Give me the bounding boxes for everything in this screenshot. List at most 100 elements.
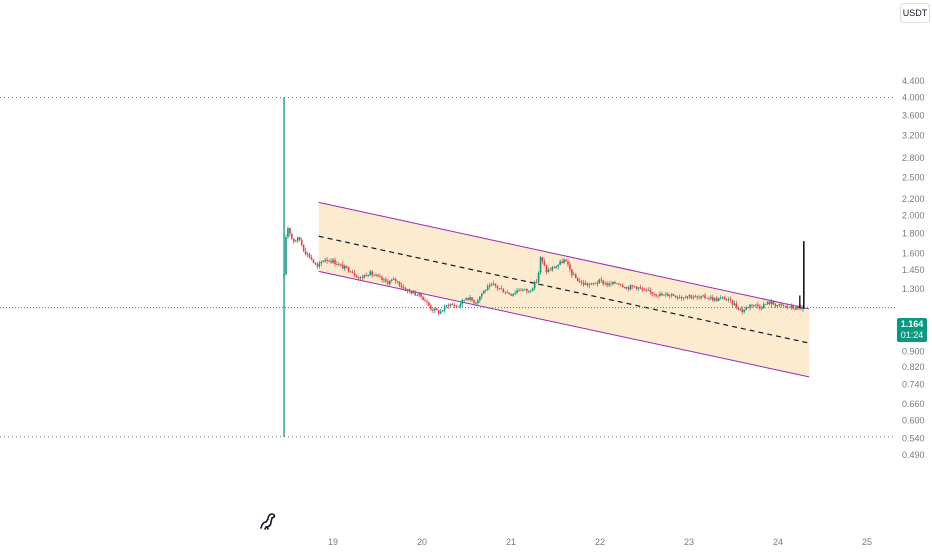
candle-body <box>432 309 434 311</box>
tradingview-dino-icon[interactable] <box>258 511 278 531</box>
candle-body <box>667 293 669 297</box>
candle-body <box>455 306 458 308</box>
candle-body <box>524 288 526 290</box>
x-tick-label: 25 <box>862 537 872 547</box>
candle-body <box>721 297 724 299</box>
price-axis: 4.400 4.000 3.600 3.200 2.800 2.500 2.200 2.000… <box>902 76 925 460</box>
candle-body <box>340 264 342 265</box>
candle-body <box>308 253 311 258</box>
candle-body <box>645 289 648 291</box>
candle-body <box>443 306 446 311</box>
candle-body <box>800 307 802 310</box>
candle-body <box>639 287 642 289</box>
candle-body <box>363 275 366 278</box>
candle-body <box>678 297 681 299</box>
candle-body <box>688 295 691 297</box>
candle-body <box>714 298 716 301</box>
candle-body <box>625 287 628 289</box>
candle-body <box>285 237 287 275</box>
candle-body <box>668 295 671 297</box>
candle-body <box>563 259 565 264</box>
candle-body <box>547 269 550 273</box>
candle-body <box>289 228 291 234</box>
candle-body <box>304 250 307 255</box>
candle-body <box>594 283 597 285</box>
candle-body <box>345 265 348 268</box>
candle-body <box>330 260 332 263</box>
candle-body <box>404 288 407 291</box>
candle-body <box>761 308 763 309</box>
candle-body <box>794 308 796 310</box>
candle-body <box>469 297 471 300</box>
candle-body <box>592 283 595 285</box>
time-axis: 19 20 21 22 23 24 25 <box>328 537 872 547</box>
candle-body <box>757 304 759 307</box>
candle-body <box>479 296 481 301</box>
candle-body <box>447 305 450 306</box>
candle-body <box>471 297 473 301</box>
y-tick-label: 2.200 <box>902 194 925 204</box>
candle-body <box>512 293 514 296</box>
horizontal-lines <box>0 96 896 438</box>
y-tick-label: 4.000 <box>902 92 925 102</box>
candle-body <box>545 265 548 273</box>
candle-body <box>441 310 444 312</box>
candle-body <box>528 290 530 292</box>
candle-body <box>373 275 375 276</box>
candle-body <box>792 305 794 309</box>
candle-body <box>686 296 689 299</box>
currency-label: USDT <box>902 8 928 18</box>
candle-body <box>565 259 567 262</box>
candle-body <box>657 295 659 297</box>
candle-body <box>739 309 742 310</box>
candle-body <box>798 306 800 308</box>
x-tick-label: 21 <box>506 537 516 547</box>
candle-body <box>676 297 679 298</box>
candle-body <box>310 257 313 260</box>
y-tick-label: 1.450 <box>902 265 925 275</box>
candle-body <box>518 290 520 291</box>
candle-body <box>349 271 352 273</box>
candle-body <box>481 293 483 297</box>
candle-body <box>610 283 612 285</box>
candle-body <box>704 295 706 299</box>
candle-body <box>661 293 663 296</box>
candle-body <box>484 290 487 292</box>
candle-body <box>514 292 516 294</box>
candle-body <box>457 306 460 308</box>
candle-body <box>631 285 634 287</box>
candle-body <box>298 237 301 240</box>
candle-body <box>627 287 630 290</box>
candle-body <box>463 299 465 301</box>
candle-body <box>637 287 640 289</box>
candle-body <box>596 283 599 284</box>
x-tick-label: 23 <box>684 537 694 547</box>
currency-selector[interactable]: USDT <box>900 3 930 23</box>
candle-body <box>780 303 783 305</box>
candle-body <box>422 296 424 301</box>
candle-body <box>600 279 603 281</box>
candle-body <box>768 301 771 305</box>
candle-body <box>764 304 767 305</box>
x-tick-label: 24 <box>773 537 783 547</box>
candle-body <box>473 300 475 304</box>
candle-body <box>410 290 413 294</box>
candle-body <box>555 266 558 269</box>
candle-body <box>434 308 436 311</box>
candles <box>283 226 805 316</box>
candle-body <box>665 293 667 295</box>
candle-body <box>574 274 577 279</box>
x-tick-label: 22 <box>595 537 605 547</box>
candle-body <box>420 293 422 297</box>
candle-body <box>588 284 591 286</box>
candle-body <box>406 289 409 291</box>
candle-body <box>306 253 309 255</box>
candle-body <box>727 299 730 300</box>
candle-body <box>526 288 528 292</box>
candle-body <box>635 286 638 289</box>
candle-body <box>312 259 315 263</box>
candle-body <box>508 292 511 295</box>
candle-body <box>486 286 489 291</box>
